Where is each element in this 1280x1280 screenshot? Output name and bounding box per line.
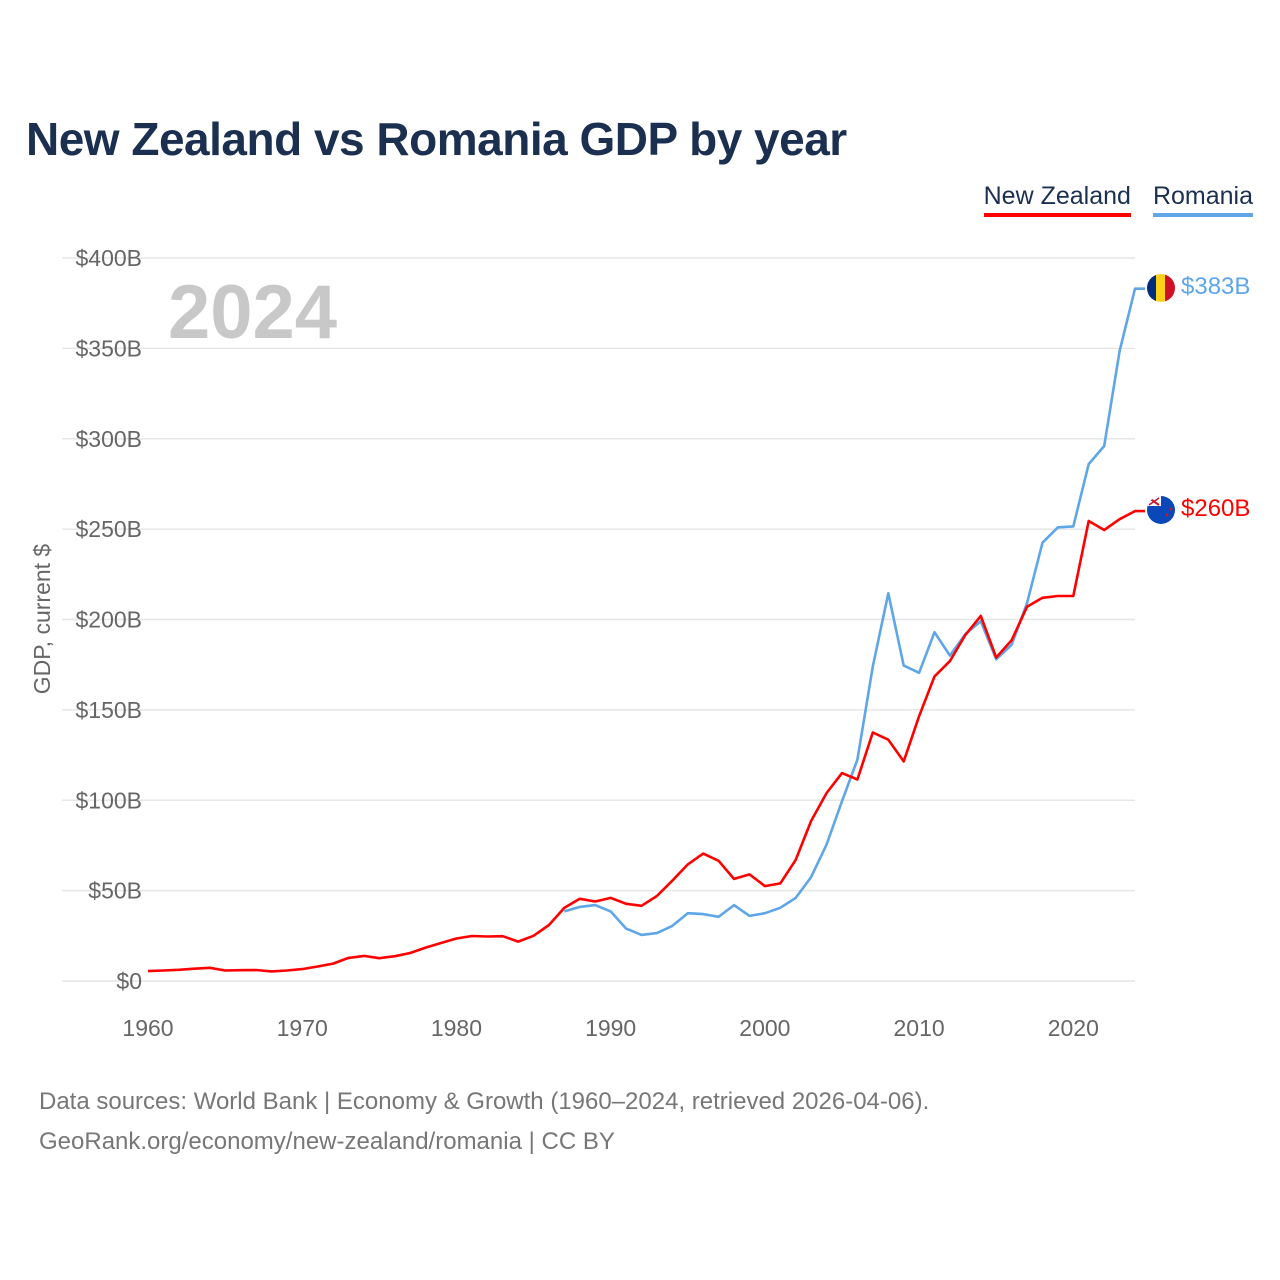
gdp-line-chart: $0 $50B $100B $150B $200B $250B $300B $350B $400… xyxy=(29,245,1250,1041)
y-tick-label: $200B xyxy=(75,607,142,633)
y-tick-label: $50B xyxy=(88,878,142,904)
y-tick-label: $300B xyxy=(75,426,142,452)
romania-end-value-label: $383B xyxy=(1181,273,1250,300)
y-axis-ticks: $0 $50B $100B $150B $200B $250B $300B $350B $400… xyxy=(75,245,142,994)
y-tick-label: $400B xyxy=(75,245,142,271)
new-zealand-flag-icon xyxy=(1147,496,1175,524)
y-tick-label: $350B xyxy=(75,335,142,361)
x-tick-label: 2020 xyxy=(1048,1015,1099,1041)
x-tick-label: 2010 xyxy=(894,1015,945,1041)
x-tick-label: 1980 xyxy=(431,1015,482,1041)
footer: Data sources: World Bank | Economy & Gro… xyxy=(39,1082,929,1162)
footer-sources: Data sources: World Bank | Economy & Gro… xyxy=(39,1088,930,1115)
y-tick-label: $100B xyxy=(75,787,142,813)
x-tick-label: 1990 xyxy=(585,1015,636,1041)
legend-item-romania[interactable]: Romania xyxy=(1152,182,1253,217)
series-line-new-zealand xyxy=(147,509,1145,973)
series-line-romania xyxy=(564,287,1145,937)
y-tick-label: $150B xyxy=(75,697,142,723)
series-lines xyxy=(147,287,1145,973)
romania-flag-icon xyxy=(1147,274,1175,302)
x-tick-label: 1960 xyxy=(122,1015,173,1041)
legend-item-new-zealand[interactable]: New Zealand xyxy=(983,182,1131,217)
x-tick-label: 2000 xyxy=(739,1015,790,1041)
x-axis-ticks: 1960 1970 1980 1990 2000 2010 2020 xyxy=(122,1015,1098,1041)
new-zealand-end-value-label: $260B xyxy=(1181,495,1250,522)
y-tick-label: $250B xyxy=(75,516,142,542)
gridlines xyxy=(62,257,1135,982)
legend: New Zealand Romania xyxy=(983,182,1253,217)
x-tick-label: 1970 xyxy=(277,1015,328,1041)
current-year-label: 2024 xyxy=(168,270,337,355)
y-tick-label: $0 xyxy=(116,968,142,994)
y-axis-label: GDP, current $ xyxy=(29,544,55,695)
footer-attribution[interactable]: GeoRank.org/economy/new-zealand/romania … xyxy=(39,1128,615,1155)
chart-title: New Zealand vs Romania GDP by year xyxy=(26,113,847,165)
